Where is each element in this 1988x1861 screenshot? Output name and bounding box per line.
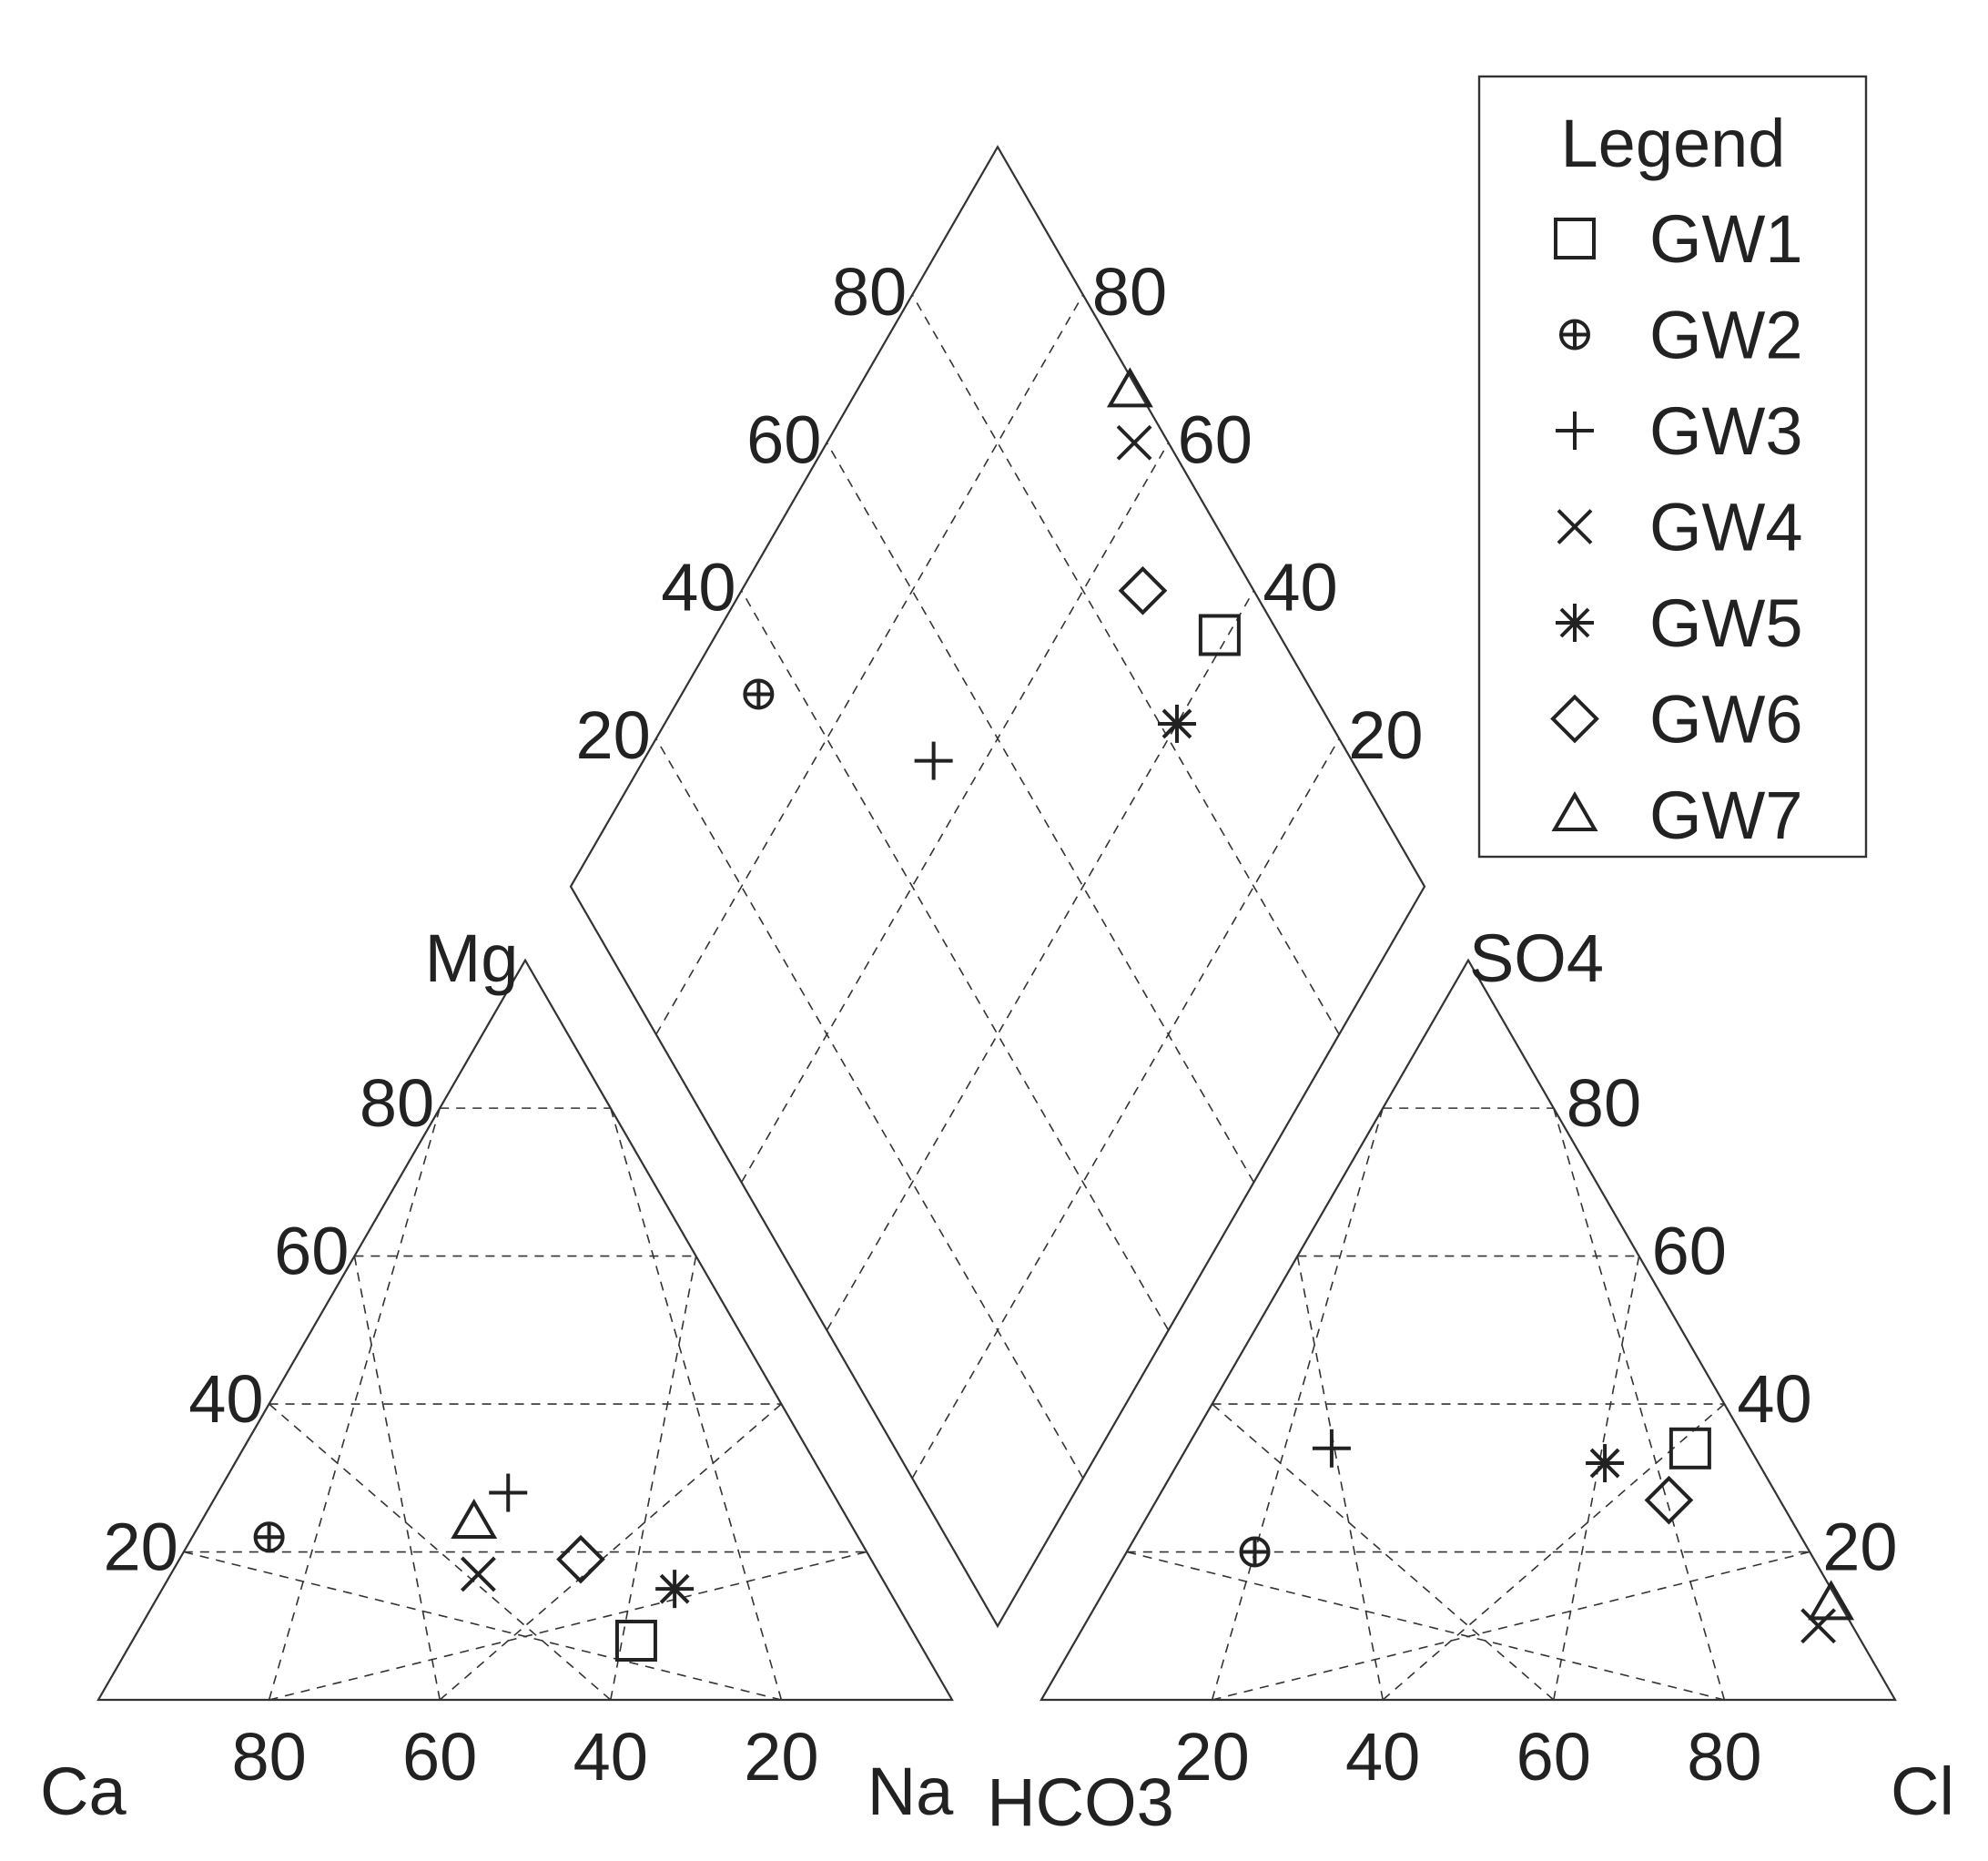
diamond-point-gw1	[1198, 614, 1241, 656]
diamond-left-tick: 80	[832, 254, 907, 330]
diamond-grid-a	[740, 590, 1170, 1331]
diamond-grid-b	[911, 737, 1340, 1479]
anion-left-label: HCO3	[987, 1764, 1174, 1840]
legend-label-gw5: GW5	[1649, 585, 1803, 661]
legend-box	[1477, 75, 1868, 859]
anion-triangle-grid-r	[1553, 1107, 1726, 1701]
legend-label-gw2: GW2	[1649, 298, 1803, 373]
diamond-right-tick: 40	[1263, 550, 1337, 625]
diamond-point-gw5	[1157, 704, 1196, 743]
legend-marker-gw4	[1557, 509, 1593, 544]
cation-bottom-tick: 60	[402, 1719, 477, 1795]
diamond-point-gw2	[743, 678, 775, 710]
cation-triangle-grid-l	[268, 1107, 441, 1701]
cation-triangle-grid-l	[353, 1256, 441, 1701]
anion-right-label: Cl	[1891, 1754, 1954, 1829]
cation-left-tick: 20	[103, 1510, 178, 1585]
cation-point-gw6	[556, 1534, 605, 1584]
cation-right-label: Na	[867, 1754, 954, 1829]
legend-marker-gw6	[1550, 694, 1599, 744]
anion-triangle-grid-r	[1553, 1256, 1640, 1701]
diamond-point-gw6	[1118, 565, 1168, 615]
anion-top-label: SO4	[1469, 920, 1604, 996]
cation-point-gw7	[451, 1499, 498, 1540]
diamond-grid-a	[826, 442, 1255, 1184]
anion-triangle-grid-l	[1211, 1107, 1384, 1701]
anion-right-tick: 40	[1737, 1361, 1811, 1437]
cation-bottom-tick: 80	[231, 1719, 306, 1795]
cation-top-label: Mg	[425, 920, 519, 996]
anion-point-gw7	[1808, 1580, 1855, 1621]
anion-triangle-grid-r	[1212, 1551, 1810, 1701]
anion-bottom-tick: 80	[1687, 1719, 1761, 1795]
legend-title: Legend	[1561, 106, 1786, 181]
diamond-left-tick: 60	[746, 402, 821, 477]
cation-triangle-frame	[96, 958, 954, 1702]
diamond-left-tick: 40	[661, 550, 735, 625]
diamond-point-gw7	[1106, 367, 1153, 408]
diamond-right-tick: 20	[1348, 697, 1423, 773]
anion-right-tick: 80	[1567, 1065, 1641, 1141]
diamond-right-tick: 80	[1092, 254, 1167, 330]
cation-point-gw3	[489, 1473, 528, 1512]
anion-point-gw6	[1644, 1475, 1694, 1525]
cation-point-gw4	[460, 1556, 496, 1592]
diamond-grid-b	[826, 590, 1255, 1331]
diamond-left-tick: 20	[575, 697, 650, 773]
anion-triangle-frame	[1040, 958, 1897, 1702]
cation-triangle-grid-r	[610, 1107, 783, 1701]
diamond-point-gw4	[1116, 424, 1152, 461]
diamond-point-gw3	[914, 741, 953, 780]
diamond-grid-b	[740, 442, 1170, 1184]
anion-bottom-tick: 20	[1174, 1719, 1249, 1795]
cation-left-tick: 80	[360, 1065, 434, 1141]
anion-right-tick: 20	[1822, 1510, 1897, 1585]
legend: Legend GW1 GW2 GW3 GW4 GW5 GW6 GW7	[1477, 75, 1868, 859]
anion-point-gw1	[1668, 1427, 1711, 1469]
legend-marker-gw7	[1551, 791, 1598, 831]
anion-triangle-grid-l	[1296, 1256, 1384, 1701]
anion-bottom-tick: 40	[1345, 1719, 1420, 1795]
grid-lines	[183, 294, 1810, 1701]
legend-marker-gw1	[1554, 218, 1596, 259]
plot-frames	[96, 145, 1897, 1702]
anion-point-gw4	[1800, 1608, 1836, 1644]
legend-label-gw1: GW1	[1649, 201, 1803, 277]
diamond-frame	[569, 145, 1426, 1629]
data-points	[253, 367, 1855, 1663]
cation-triangle-grid-r	[610, 1256, 697, 1701]
cation-triangle-grid-l	[183, 1551, 782, 1701]
axis-labels: Ca Na Mg HCO3 Cl SO4	[40, 920, 1954, 1840]
cation-left-tick: 60	[274, 1214, 349, 1289]
diamond-grid-b	[655, 294, 1084, 1035]
legend-marker-gw3	[1556, 412, 1594, 450]
legend-label-gw7: GW7	[1649, 778, 1803, 853]
cation-bottom-tick: 20	[744, 1719, 818, 1795]
diamond-grid-a	[655, 737, 1084, 1479]
cation-point-gw2	[253, 1521, 285, 1553]
cation-bottom-tick: 40	[573, 1719, 648, 1795]
anion-point-gw5	[1586, 1444, 1625, 1483]
legend-marker-gw2	[1559, 319, 1590, 351]
diamond-right-tick: 60	[1178, 402, 1253, 477]
cation-triangle-grid-r	[269, 1551, 867, 1701]
cation-point-gw5	[655, 1570, 695, 1609]
legend-label-gw3: GW3	[1649, 393, 1803, 469]
diamond-grid-a	[911, 294, 1340, 1035]
anion-triangle-grid-l	[1126, 1551, 1725, 1701]
anion-point-gw3	[1312, 1429, 1351, 1468]
legend-marker-gw5	[1556, 604, 1594, 642]
anion-point-gw2	[1239, 1536, 1271, 1568]
legend-label-gw4: GW4	[1649, 490, 1803, 565]
cation-point-gw1	[614, 1620, 657, 1663]
cation-left-tick: 40	[188, 1361, 263, 1437]
legend-label-gw6: GW6	[1649, 682, 1803, 758]
anion-bottom-tick: 60	[1516, 1719, 1591, 1795]
anion-right-tick: 60	[1652, 1214, 1727, 1289]
cation-left-label: Ca	[40, 1754, 127, 1829]
